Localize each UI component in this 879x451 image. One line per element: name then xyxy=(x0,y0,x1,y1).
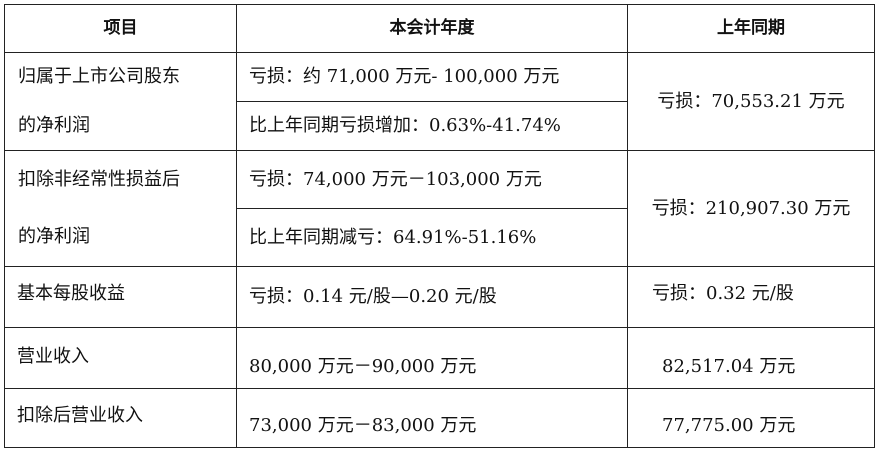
row-previous: 82,517.04 万元 xyxy=(627,327,875,389)
row-current-change: 比上年同期亏损增加：0.63%-41.74% xyxy=(236,101,628,151)
row-label: 扣除非经常性损益后 的净利润 xyxy=(4,150,237,267)
row-label-line2: 的净利润 xyxy=(18,226,90,248)
row-previous: 亏损：0.32 元/股 xyxy=(627,266,875,328)
row-label-line2: 的净利润 xyxy=(18,114,90,136)
row-current-change: 比上年同期减亏：64.91%-51.16% xyxy=(236,208,628,267)
header-current: 本会计年度 xyxy=(236,4,628,53)
row-label: 营业收入 xyxy=(4,327,237,389)
row-current: 73,000 万元－83,000 万元 xyxy=(236,388,628,448)
row-current: 亏损：0.14 元/股—0.20 元/股 xyxy=(236,266,628,328)
row-previous: 亏损：210,907.30 万元 xyxy=(627,150,875,267)
row-previous: 亏损：70,553.21 万元 xyxy=(627,52,875,151)
row-label: 归属于上市公司股东 的净利润 xyxy=(4,52,237,151)
row-label: 基本每股收益 xyxy=(4,266,237,328)
header-item: 项目 xyxy=(4,4,237,53)
row-label: 扣除后营业收入 xyxy=(4,388,237,448)
row-current: 80,000 万元－90,000 万元 xyxy=(236,327,628,389)
row-label-line1: 扣除非经常性损益后 xyxy=(18,168,180,190)
row-current-range: 亏损：约 71,000 万元- 100,000 万元 xyxy=(236,52,628,102)
row-previous: 77,775.00 万元 xyxy=(627,388,875,448)
header-previous: 上年同期 xyxy=(627,4,875,53)
row-current-range: 亏损：74,000 万元－103,000 万元 xyxy=(236,150,628,209)
row-label-line1: 归属于上市公司股东 xyxy=(18,66,180,88)
